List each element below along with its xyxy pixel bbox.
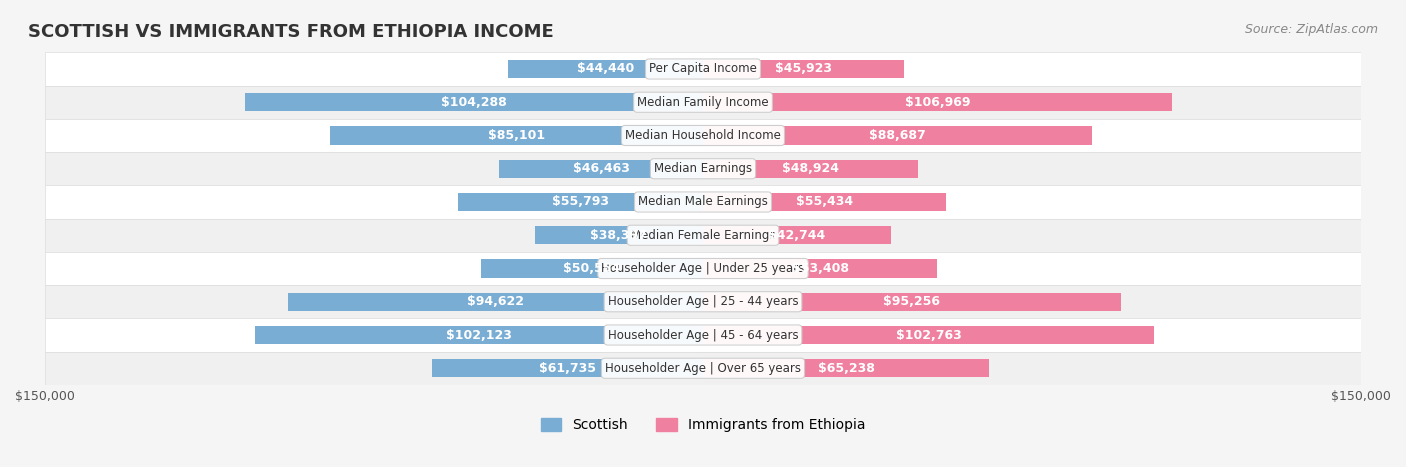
FancyBboxPatch shape [45,219,1361,252]
Text: $53,408: $53,408 [792,262,849,275]
Bar [458,193,703,211]
Text: $61,735: $61,735 [538,362,596,375]
Bar [481,259,703,278]
Bar [703,60,904,78]
Text: Householder Age | Over 65 years: Householder Age | Over 65 years [605,362,801,375]
Text: $102,763: $102,763 [896,328,962,341]
Text: Median Household Income: Median Household Income [626,129,780,142]
Text: $85,101: $85,101 [488,129,546,142]
Text: $65,238: $65,238 [818,362,875,375]
Bar [703,326,1154,344]
Text: Per Capita Income: Per Capita Income [650,63,756,76]
Bar [703,127,1092,145]
Text: $102,123: $102,123 [446,328,512,341]
Bar [703,359,990,377]
Bar [703,93,1173,112]
Text: Median Family Income: Median Family Income [637,96,769,109]
Text: $106,969: $106,969 [905,96,970,109]
Text: $55,434: $55,434 [796,196,853,208]
Text: $45,923: $45,923 [775,63,832,76]
Text: Householder Age | 25 - 44 years: Householder Age | 25 - 44 years [607,295,799,308]
Bar [703,193,946,211]
FancyBboxPatch shape [45,52,1361,85]
Bar [432,359,703,377]
Text: $88,687: $88,687 [869,129,927,142]
FancyBboxPatch shape [45,318,1361,352]
FancyBboxPatch shape [45,119,1361,152]
Bar [499,160,703,178]
Text: $94,622: $94,622 [467,295,524,308]
FancyBboxPatch shape [45,285,1361,318]
Legend: Scottish, Immigrants from Ethiopia: Scottish, Immigrants from Ethiopia [536,413,870,438]
Bar [254,326,703,344]
Text: $42,744: $42,744 [768,229,825,242]
Text: Median Male Earnings: Median Male Earnings [638,196,768,208]
FancyBboxPatch shape [45,252,1361,285]
Bar [703,226,890,244]
Text: $44,440: $44,440 [576,63,634,76]
Bar [703,293,1121,311]
Bar [288,293,703,311]
Text: $104,288: $104,288 [441,96,508,109]
Bar [703,259,938,278]
Text: $38,397: $38,397 [591,229,647,242]
Bar [703,160,918,178]
Text: Householder Age | 45 - 64 years: Householder Age | 45 - 64 years [607,328,799,341]
Bar [329,127,703,145]
FancyBboxPatch shape [45,85,1361,119]
Bar [534,226,703,244]
FancyBboxPatch shape [45,185,1361,219]
Bar [508,60,703,78]
Text: $55,793: $55,793 [553,196,609,208]
Bar [246,93,703,112]
Text: $50,554: $50,554 [564,262,620,275]
FancyBboxPatch shape [45,352,1361,385]
Text: Median Earnings: Median Earnings [654,162,752,175]
Text: SCOTTISH VS IMMIGRANTS FROM ETHIOPIA INCOME: SCOTTISH VS IMMIGRANTS FROM ETHIOPIA INC… [28,23,554,42]
Text: Householder Age | Under 25 years: Householder Age | Under 25 years [602,262,804,275]
Text: $48,924: $48,924 [782,162,839,175]
Text: Median Female Earnings: Median Female Earnings [631,229,775,242]
Text: $95,256: $95,256 [883,295,941,308]
Text: $46,463: $46,463 [572,162,630,175]
FancyBboxPatch shape [45,152,1361,185]
Text: Source: ZipAtlas.com: Source: ZipAtlas.com [1244,23,1378,36]
